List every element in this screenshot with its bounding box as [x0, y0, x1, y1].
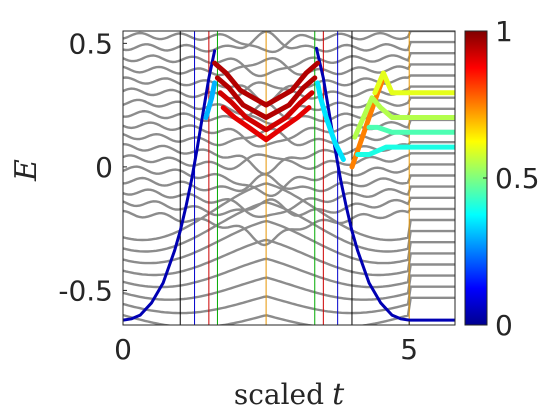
gray-band	[123, 207, 455, 247]
series-line	[214, 75, 318, 120]
y-axis-label: E	[9, 159, 44, 182]
gray-band	[123, 74, 455, 104]
series-line	[212, 60, 321, 108]
colorbar-tick-label: 0.5	[495, 162, 540, 195]
y-tick-label: 0.5	[68, 27, 113, 60]
gray-band	[123, 31, 455, 53]
x-axis-label: scaled t	[234, 377, 345, 412]
gray-band	[123, 163, 455, 197]
colorbar-tick-label: 1	[495, 15, 513, 48]
y-tick-label: 0	[95, 151, 113, 184]
x-tick-label: 5	[400, 333, 418, 366]
gray-band	[123, 31, 455, 54]
gray-band	[123, 185, 455, 218]
gray-band	[123, 52, 455, 78]
plot-area	[123, 31, 455, 325]
gray-band	[123, 196, 455, 217]
x-tick-label: 0	[114, 333, 132, 366]
series-line	[217, 90, 315, 133]
x-axis-label-text: scaled	[234, 378, 324, 411]
gray-band	[123, 274, 455, 301]
series-line	[123, 49, 217, 322]
series-line	[352, 95, 455, 140]
gray-band	[123, 238, 455, 277]
gray-band	[123, 152, 455, 171]
x-axis-label-var: t	[332, 377, 345, 412]
axis-ticks: 0 5-0.500.5	[58, 27, 418, 366]
series-line	[220, 105, 312, 143]
gray-band	[123, 56, 455, 77]
y-tick-label: -0.5	[58, 274, 113, 307]
gray-band	[123, 182, 455, 242]
vertical-markers	[179, 31, 410, 325]
data-series	[123, 46, 455, 322]
colorbar-ticks: 00.51	[483, 15, 540, 342]
gray-band	[123, 285, 455, 315]
gray-band	[123, 173, 455, 193]
series-line	[315, 46, 455, 322]
series-line	[366, 124, 455, 135]
plot-frame	[122, 30, 456, 326]
gray-band	[123, 118, 455, 148]
series-line	[355, 144, 455, 157]
series-line	[203, 80, 218, 120]
series-line	[372, 70, 455, 96]
series-line	[315, 80, 346, 162]
colorbar-tick-label: 0	[495, 309, 513, 342]
gray-band	[123, 11, 455, 29]
gray-band	[123, 257, 455, 289]
